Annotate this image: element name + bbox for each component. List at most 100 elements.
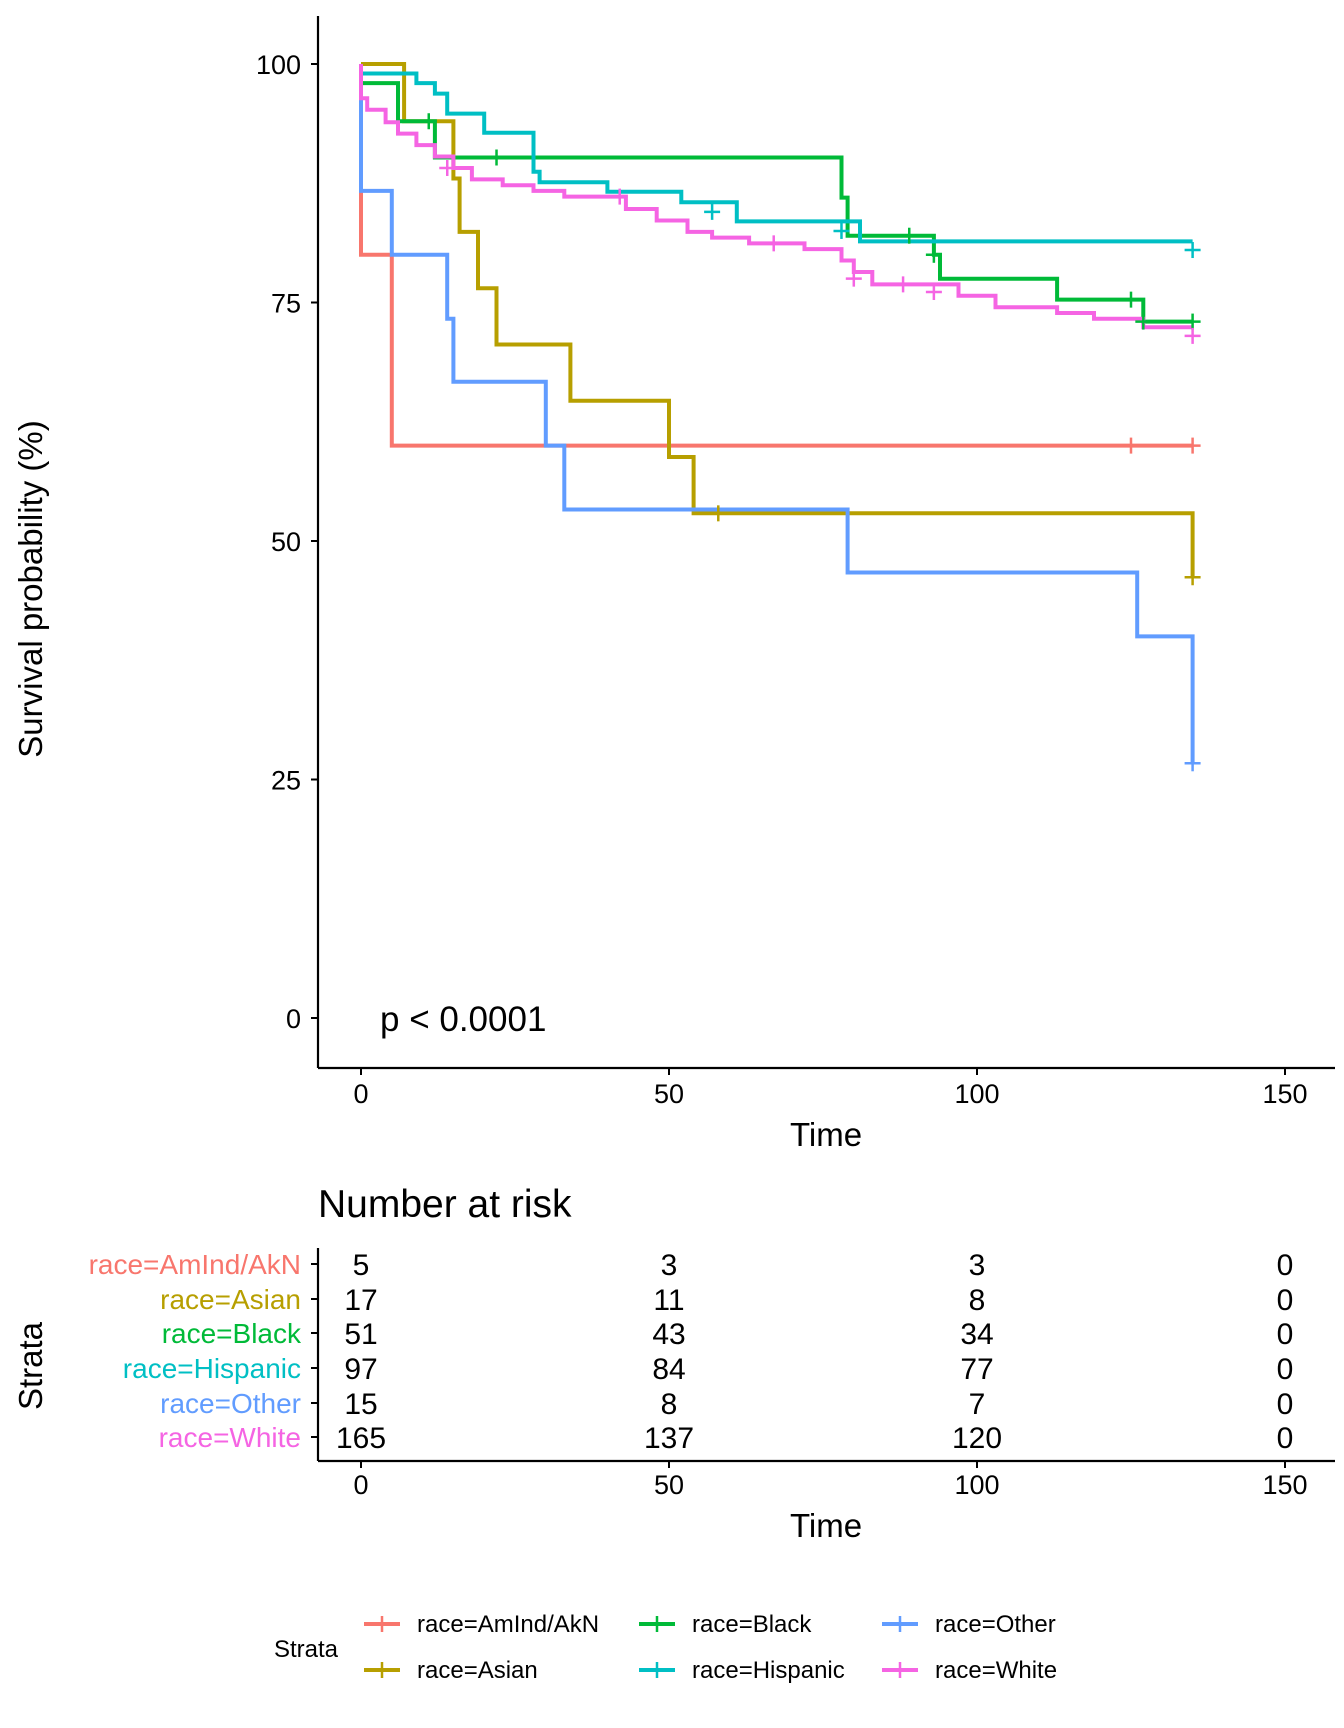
risk-count: 8 (661, 1388, 678, 1421)
risk-strata-label: race=Asian (160, 1284, 301, 1315)
risk-strata-label: race=Other (160, 1388, 301, 1419)
censor-mark (439, 159, 456, 176)
risk-y-axis-title: Strata (12, 1321, 49, 1410)
censor-mark (1184, 569, 1201, 586)
risk-x-axis-ticks: 0 50 100 150 (353, 1461, 1308, 1500)
risk-count: 0 (1277, 1388, 1294, 1421)
risk-count: 120 (952, 1422, 1002, 1455)
risk-count: 0 (1277, 1422, 1294, 1455)
legend-item: race=Other (882, 1611, 1056, 1638)
risk-count: 7 (969, 1388, 986, 1421)
legend-item: race=Asian (364, 1657, 538, 1684)
legend: Strata race=AmInd/AkN race=Asian race=Blac… (274, 1611, 1057, 1684)
risk-count: 51 (344, 1318, 377, 1351)
survival-curve-white (359, 64, 1193, 330)
legend-label: race=Black (692, 1611, 812, 1638)
legend-title: Strata (274, 1636, 339, 1663)
risk-count: 17 (344, 1284, 377, 1317)
legend-label: race=Asian (417, 1657, 538, 1684)
risk-table-cells: 5 3 3 0 17 11 8 0 51 43 34 0 97 84 77 0 15 8 7 0 165 137 120 0 (336, 1249, 1293, 1455)
risk-count: 165 (336, 1422, 386, 1455)
risk-count: 0 (1277, 1284, 1294, 1317)
risk-count: 137 (644, 1422, 694, 1455)
risk-count: 97 (344, 1353, 377, 1386)
risk-strata-label: race=Black (162, 1318, 302, 1349)
risk-strata-label: race=AmInd/AkN (89, 1249, 301, 1280)
censor-mark (611, 188, 628, 205)
x-axis-ticks: 0 50 100 150 (353, 1068, 1308, 1109)
p-value-annotation: p < 0.0001 (380, 1000, 546, 1039)
censor-mark (765, 235, 782, 252)
y-axis-ticks: 0 25 50 75 100 (256, 50, 318, 1034)
y-tick-label: 75 (271, 289, 301, 319)
risk-count: 0 (1277, 1318, 1294, 1351)
censor-mark (704, 203, 721, 220)
censor-mark (895, 276, 912, 293)
y-axis-title: Survival probability (%) (12, 420, 49, 757)
censor-mark (1184, 313, 1201, 330)
y-tick-label: 50 (271, 527, 301, 557)
risk-x-tick-label: 50 (654, 1470, 684, 1500)
legend-label: race=Hispanic (692, 1657, 845, 1684)
y-tick-label: 0 (286, 1004, 301, 1034)
risk-count: 34 (960, 1318, 993, 1351)
y-tick-label: 25 (271, 766, 301, 796)
censor-mark (1135, 313, 1152, 330)
censor-mark (901, 227, 918, 244)
censor-mark (1184, 242, 1201, 259)
risk-count: 0 (1277, 1249, 1294, 1282)
legend-item: race=White (882, 1657, 1057, 1684)
survival-curve-other (359, 64, 1195, 764)
survival-plot: 0 25 50 75 100 0 50 100 150 Survival probabilit… (12, 16, 1335, 1153)
risk-count: 3 (661, 1249, 678, 1282)
risk-count: 77 (960, 1353, 993, 1386)
risk-count: 84 (652, 1353, 685, 1386)
risk-x-tick-label: 100 (954, 1470, 999, 1500)
censor-mark (1184, 327, 1201, 344)
risk-count: 15 (344, 1388, 377, 1421)
risk-x-axis-title: Time (790, 1507, 862, 1544)
censor-marks (420, 113, 1201, 772)
legend-item: race=Hispanic (639, 1657, 845, 1684)
legend-label: race=White (935, 1657, 1057, 1684)
x-tick-label: 100 (954, 1079, 999, 1109)
survival-curves (359, 62, 1195, 764)
censor-mark (833, 222, 850, 239)
censor-mark (845, 270, 862, 287)
risk-count: 43 (652, 1318, 685, 1351)
survival-curve-hispanic (359, 64, 1193, 244)
risk-strata-label: race=White (159, 1422, 301, 1453)
censor-mark (710, 505, 727, 522)
legend-label: race=AmInd/AkN (417, 1611, 599, 1638)
risk-x-tick-label: 0 (353, 1470, 368, 1500)
risk-table-title: Number at risk (318, 1183, 572, 1226)
legend-item: race=AmInd/AkN (364, 1611, 599, 1638)
x-tick-label: 0 (353, 1079, 368, 1109)
censor-mark (925, 284, 942, 301)
legend-items: race=AmInd/AkN race=Asian race=Black race=H… (364, 1611, 1057, 1684)
censor-mark (1184, 437, 1201, 454)
risk-table: Number at risk 5 3 3 0 17 11 8 0 51 43 34 0 97 84 77 0 1… (12, 1183, 1335, 1544)
y-tick-label: 100 (256, 50, 301, 80)
risk-count: 0 (1277, 1353, 1294, 1386)
risk-count: 3 (969, 1249, 986, 1282)
censor-mark (420, 113, 437, 130)
censor-mark (1123, 291, 1139, 308)
legend-label: race=Other (935, 1611, 1056, 1638)
legend-item: race=Black (639, 1611, 812, 1638)
risk-count: 5 (353, 1249, 370, 1282)
censor-mark (1123, 437, 1139, 454)
risk-strata-label: race=Hispanic (123, 1353, 301, 1384)
x-axis-title: Time (790, 1116, 862, 1153)
survival-curve-asian (361, 62, 1195, 578)
x-tick-label: 50 (654, 1079, 684, 1109)
risk-x-tick-label: 150 (1262, 1470, 1307, 1500)
censor-mark (1184, 755, 1201, 772)
risk-count: 8 (969, 1284, 986, 1317)
risk-count: 11 (653, 1284, 684, 1317)
censor-mark (488, 149, 505, 166)
x-tick-label: 150 (1262, 1079, 1307, 1109)
censor-mark (925, 246, 942, 263)
